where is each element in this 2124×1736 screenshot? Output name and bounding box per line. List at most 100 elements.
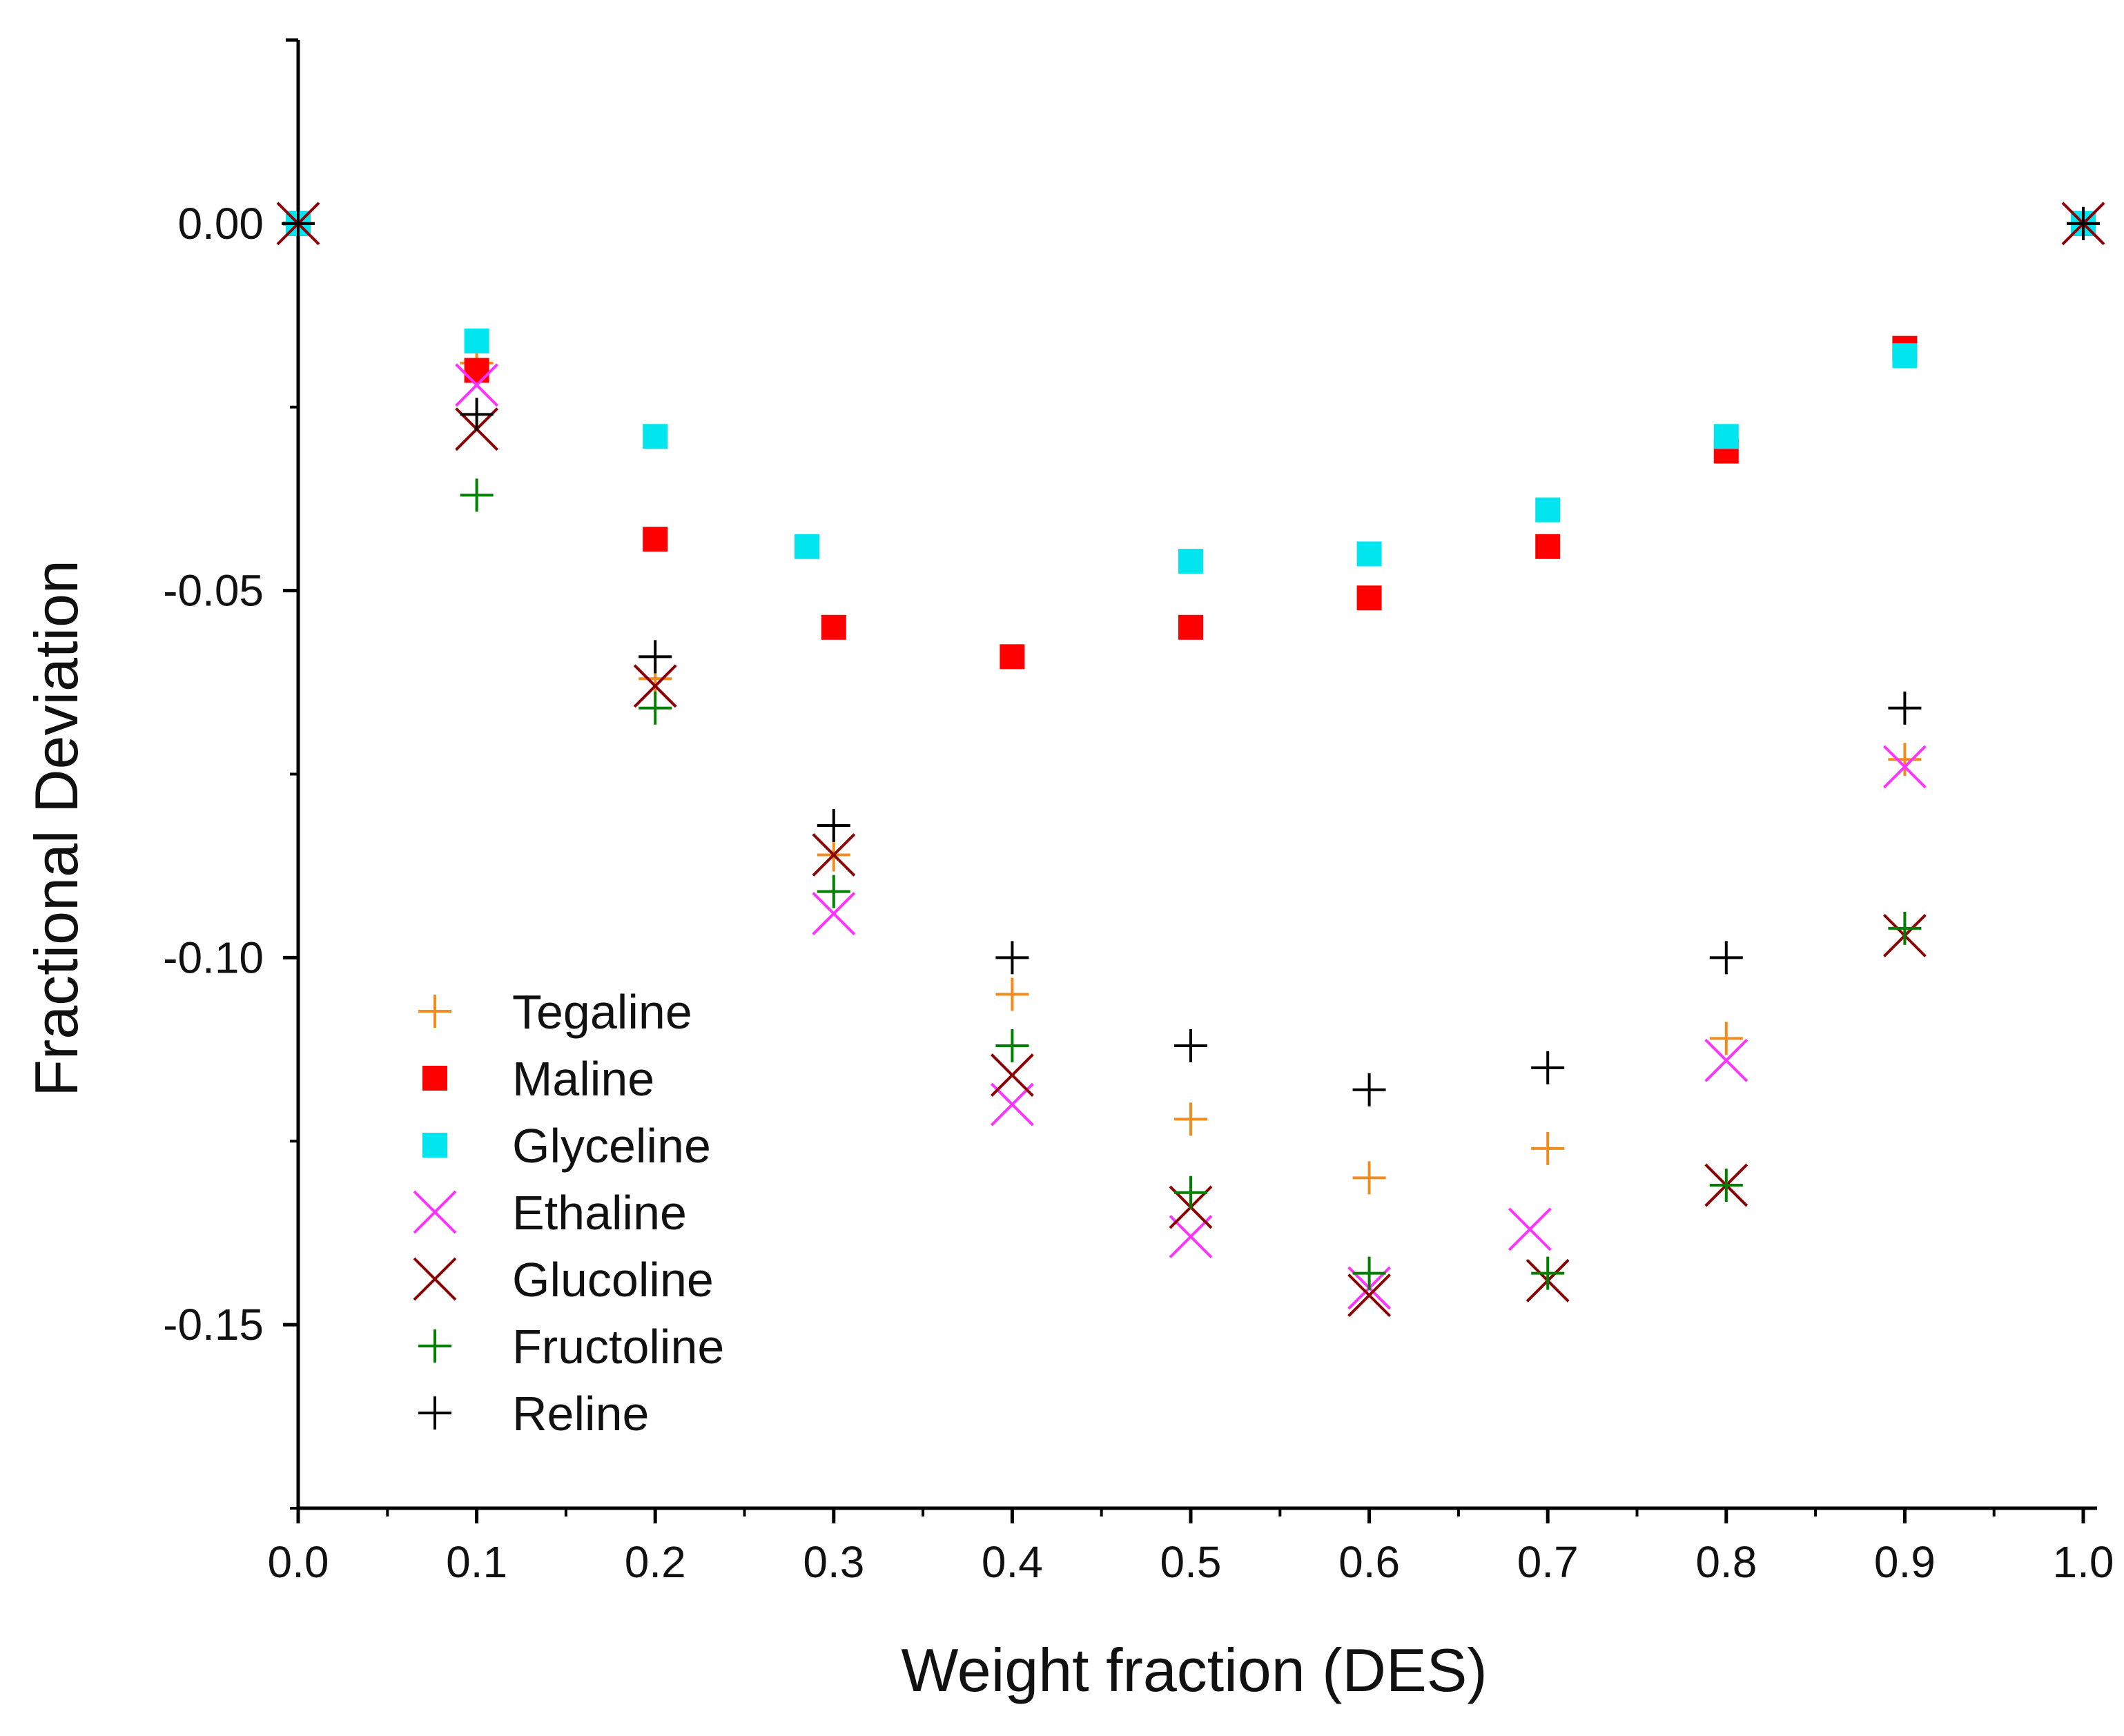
point-tegaline	[1888, 743, 1922, 777]
legend-label-glyceline: Glyceline	[512, 1119, 711, 1173]
point-ethaline-d2	[1704, 1038, 1748, 1082]
point-glyceline	[1356, 541, 1382, 567]
ticks: 0.0 0.1 0.2 0.3 0.4 0.5 0.6 0.7 0.8 0.9 1.0 0.00 -0.…	[163, 39, 2114, 1587]
point-fructoline	[1709, 1169, 1743, 1202]
legend-item-glucoline: Glucoline	[413, 1253, 714, 1307]
legend-label-ethaline: Ethaline	[512, 1186, 687, 1240]
legend-marker-maline	[422, 1066, 447, 1091]
y-tick-label: -0.10	[163, 933, 264, 982]
point-ethaline	[1704, 1038, 1748, 1082]
point-glyceline	[1178, 549, 1203, 574]
point-maline	[643, 527, 668, 552]
x-tick-label: 0.4	[982, 1537, 1043, 1587]
point-fructoline	[817, 875, 850, 908]
x-tick-label: 0.7	[1517, 1537, 1579, 1587]
x-tick-label: 0.3	[803, 1537, 864, 1587]
legend-item-glyceline: Glyceline	[422, 1119, 711, 1173]
x-tick-label: 0.8	[1695, 1537, 1757, 1587]
point-ethaline-d2	[1882, 745, 1927, 789]
x-tick-label: 0.0	[268, 1537, 329, 1587]
legend-marker-ethaline	[413, 1190, 457, 1234]
point-fructoline	[1888, 911, 1922, 945]
legend-marker-glucoline-d2	[413, 1257, 457, 1301]
point-maline	[1000, 644, 1025, 670]
point-reline	[1352, 1073, 1386, 1106]
point-glucoline	[990, 1053, 1034, 1097]
point-maline	[464, 358, 489, 383]
y-axis-title: Fractional Deviation	[22, 560, 90, 1097]
point-glucoline	[633, 664, 677, 708]
point-glyceline	[795, 534, 820, 559]
point-ethaline-d2	[455, 363, 499, 407]
point-tegaline	[995, 977, 1029, 1011]
x-tick-label: 1.0	[2053, 1537, 2114, 1587]
legend-item-fructoline: Fructoline	[418, 1320, 724, 1374]
point-fructoline	[1352, 1256, 1386, 1290]
legend-label-reline: Reline	[512, 1387, 649, 1441]
series-maline	[286, 211, 2096, 670]
point-glyceline	[1535, 497, 1561, 523]
point-reline	[995, 941, 1029, 975]
data-points	[276, 202, 2105, 1317]
legend-item-reline: Reline	[418, 1387, 649, 1441]
legend-label-tegaline: Tegaline	[512, 985, 692, 1039]
point-glyceline	[1892, 343, 1918, 369]
legend-label-fructoline: Fructoline	[512, 1320, 724, 1374]
x-tick-label: 0.1	[446, 1537, 507, 1587]
point-reline	[1709, 941, 1743, 975]
point-fructoline	[1531, 1256, 1565, 1290]
point-tegaline	[1352, 1161, 1386, 1195]
point-maline	[1356, 585, 1382, 611]
legend-label-maline: Maline	[512, 1052, 654, 1106]
point-glucoline	[1347, 1274, 1392, 1317]
point-reline	[639, 640, 672, 674]
legend-marker-glucoline	[413, 1257, 457, 1301]
point-reline	[1174, 1028, 1207, 1062]
point-ethaline-d2	[1508, 1207, 1552, 1251]
legend-item-maline: Maline	[422, 1052, 654, 1106]
x-tick-label: 0.5	[1160, 1537, 1222, 1587]
point-reline	[1531, 1051, 1565, 1084]
point-maline	[821, 614, 846, 640]
point-glucoline-d2	[990, 1053, 1034, 1097]
point-tegaline	[1709, 1022, 1743, 1055]
point-glucoline-d2	[1347, 1274, 1392, 1317]
x-tick-label: 0.9	[1874, 1537, 1936, 1587]
point-maline	[1535, 534, 1561, 559]
point-glucoline	[812, 833, 856, 877]
legend-marker-ethaline-d2	[413, 1190, 457, 1234]
legend-marker-reline	[418, 1396, 451, 1430]
point-ethaline	[1508, 1207, 1552, 1251]
series-reline	[282, 206, 2100, 1106]
point-fructoline	[639, 691, 672, 725]
point-reline	[817, 808, 850, 842]
legend-item-tegaline: Tegaline	[418, 985, 692, 1039]
point-glucoline-d2	[633, 664, 677, 708]
point-reline	[1888, 691, 1922, 725]
point-glucoline-d2	[812, 833, 856, 877]
y-tick-label: -0.05	[163, 566, 264, 616]
point-glyceline	[1713, 424, 1739, 449]
legend: Tegaline Maline Glyceline Ethaline Glucoline…	[413, 985, 724, 1441]
point-tegaline	[1531, 1131, 1565, 1165]
legend-label-glucoline: Glucoline	[512, 1253, 714, 1307]
point-maline	[1178, 614, 1203, 640]
y-tick-label: 0.00	[177, 199, 264, 248]
point-reline	[460, 398, 494, 431]
legend-item-ethaline: Ethaline	[413, 1186, 687, 1240]
legend-marker-fructoline	[418, 1329, 451, 1363]
point-ethaline	[812, 892, 856, 935]
series-glyceline	[286, 211, 2096, 574]
legend-marker-tegaline	[418, 995, 451, 1028]
point-fructoline	[995, 1028, 1029, 1062]
x-tick-label: 0.2	[625, 1537, 686, 1587]
point-ethaline	[455, 363, 499, 407]
point-glyceline	[643, 424, 668, 449]
point-tegaline	[1174, 1102, 1207, 1136]
point-glyceline	[464, 329, 489, 354]
point-ethaline-d2	[812, 892, 856, 935]
point-reline	[282, 206, 315, 240]
point-fructoline	[460, 478, 494, 512]
point-fructoline	[1174, 1176, 1207, 1209]
